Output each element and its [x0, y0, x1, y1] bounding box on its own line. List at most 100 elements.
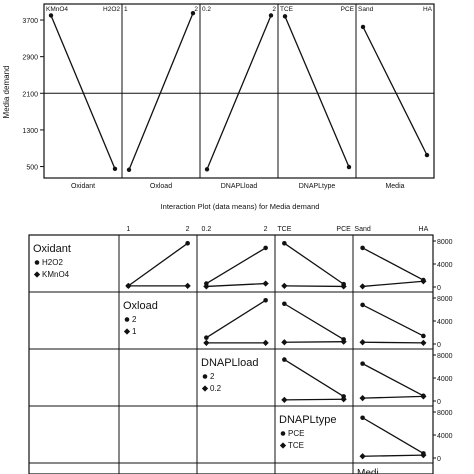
me-line-dnapltype	[284, 16, 350, 168]
interaction-y-ticks: 0 4000 8000 0 4000 8000 0 4000 8000 0 4000 8000	[433, 239, 453, 463]
ip-ytick-label-r2-0: 0	[437, 399, 441, 406]
me-point-media-1	[424, 152, 430, 158]
ip-line-r1-c3-s1	[284, 341, 344, 343]
ip-legend-dnapltype-0: PCE	[288, 429, 304, 438]
me-line-media	[362, 26, 428, 156]
ip-ytick-label-r3-1: 4000	[437, 433, 453, 440]
ip-factor-dnapltype: DNAPLtype	[279, 414, 336, 426]
main-effects-frame	[43, 3, 435, 179]
interaction-title: Interaction Plot (data means) for Media …	[161, 202, 320, 211]
ip-point-r3-c4-s0-0	[360, 415, 365, 421]
me-level-label-media-0: Sand	[358, 6, 374, 13]
main-effects-y-ticks: 500 1300 2100 2900 3700	[22, 18, 44, 172]
ip-line-r1-c2-s0	[206, 299, 266, 339]
ip-point-r1-c4-s0-0	[360, 302, 365, 308]
me-line-oxload	[128, 12, 194, 171]
ip-ytick-label-r3-2: 8000	[437, 410, 453, 417]
me-ytick-label-3: 2900	[22, 55, 38, 62]
ip-legend-oxidant-1: KMnO4	[42, 270, 70, 279]
ip-point-r0-c2-s0-1	[263, 245, 268, 251]
ip-legend-oxload-1: 1	[132, 327, 137, 336]
ip-legend-dnapltype-1: TCE	[288, 441, 304, 450]
me-ytick-label-0: 500	[26, 165, 38, 172]
ip-point-r1-c3-s1-0	[281, 339, 288, 346]
ip-ytick-label-r2-2: 8000	[437, 353, 453, 360]
ip-partial-row-label: Medi	[357, 468, 379, 474]
interaction-cells	[29, 235, 433, 474]
interaction-level-ticks: 1 2 0.2 2 TCE PCE Sand HA	[126, 226, 428, 233]
ip-legend-oxload-0: 2	[132, 315, 137, 324]
ip-line-r0-c3-s0	[283, 242, 345, 285]
interaction-factor-labels: Oxidant H2O2 KMnO4 Oxload 2 1 DNAPLload 2 0.2 DNA…	[33, 243, 379, 474]
me-line-oxidant	[50, 15, 116, 170]
ip-point-r2-c4-s0-0	[360, 361, 365, 366]
ip-line-r2-c4-s0	[362, 363, 424, 397]
me-point-dnapltype-1	[346, 164, 352, 170]
me-factor-label-media: Media	[385, 183, 404, 190]
interaction-plot: Oxidant H2O2 KMnO4 Oxload 2 1 DNAPLload 2 0.2 DNA…	[28, 226, 453, 474]
me-factor-label-oxload: Oxload	[150, 183, 172, 190]
ip-level-tick-dnaplload-1: 2	[264, 226, 268, 233]
ip-point-r2-c3-s1-0	[281, 396, 288, 403]
me-point-oxload-0	[126, 167, 132, 172]
ip-line-r1-c4-s1	[362, 341, 424, 344]
me-level-label-oxidant-0: KMnO4	[46, 6, 68, 13]
ip-point-r0-c1-s1-1	[184, 282, 191, 289]
ip-legend-mark-oxload-1	[123, 328, 131, 335]
me-ytick-label-1: 1300	[22, 128, 38, 135]
ip-level-tick-dnaplload-0: 0.2	[201, 226, 211, 233]
ip-point-r1-c4-s1-1	[420, 339, 427, 346]
me-ytick-label-4: 3700	[22, 18, 38, 25]
ip-legend-mark-dnapltype-0	[280, 431, 286, 436]
ip-ytick-label-r1-0: 0	[437, 342, 441, 349]
ip-legend-dnaplload-1: 0.2	[210, 384, 222, 393]
ip-ytick-label-r0-2: 8000	[437, 239, 453, 246]
ip-legend-oxidant-0: H2O2	[42, 258, 63, 267]
ip-level-tick-oxload-1: 2	[186, 226, 190, 233]
ip-level-tick-dnapltype-0: TCE	[277, 226, 291, 233]
ip-line-r0-c2-s0	[206, 247, 266, 285]
ip-line-r0-c1-s0	[127, 242, 189, 287]
interaction-frame	[28, 234, 434, 474]
ip-point-r3-c4-s1-0	[359, 453, 366, 460]
ip-point-r0-c4-s1-1	[420, 278, 427, 285]
me-level-label-dnaplload-1: 2	[272, 6, 276, 13]
ip-legend-mark-oxidant-0	[34, 260, 40, 265]
ip-point-r0-c3-s0-0	[282, 241, 287, 246]
ip-legend-mark-dnapltype-1	[279, 442, 287, 449]
ip-point-r3-c4-s1-1	[420, 452, 427, 459]
main-effects-panels: KMnO4 H2O2 Oxidant 1 2 Oxload 0.2 2 DNAPLload TCE…	[44, 4, 434, 190]
ip-factor-oxload: Oxload	[123, 300, 158, 312]
ip-point-r2-c3-s0-0	[282, 357, 287, 362]
ip-point-r1-c2-s0-1	[263, 298, 268, 303]
ip-point-r1-c3-s1-1	[340, 338, 347, 345]
ip-line-r0-c2-s1	[206, 282, 266, 288]
ip-legend-dnaplload-0: 2	[210, 372, 215, 381]
ip-ytick-label-r0-1: 4000	[437, 262, 453, 269]
ip-point-r0-c3-s1-1	[340, 283, 347, 290]
ip-ytick-label-r1-2: 8000	[437, 296, 453, 303]
ip-line-r0-c4-s0	[362, 247, 424, 281]
ip-point-r1-c2-s0-0	[204, 335, 209, 340]
ip-point-r1-c4-s0-1	[421, 333, 426, 339]
ip-legend-mark-dnaplload-0	[202, 374, 208, 379]
ip-point-r1-c4-s1-0	[359, 339, 366, 346]
ip-line-r3-c4-s1	[362, 454, 424, 457]
ip-point-r2-c4-s1-0	[359, 395, 366, 402]
ip-point-r0-c2-s1-1	[262, 280, 269, 287]
ip-level-tick-oxload-0: 1	[126, 226, 130, 233]
me-level-label-dnapltype-0: TCE	[280, 6, 294, 13]
me-factor-label-dnaplload: DNAPLload	[221, 183, 258, 190]
ip-ytick-label-r2-1: 4000	[437, 376, 453, 383]
ip-level-tick-media-1: HA	[419, 226, 429, 233]
ip-point-r0-c3-s1-0	[281, 282, 288, 289]
ip-point-r1-c2-s1-0	[203, 339, 210, 346]
ip-line-r3-c4-s0	[362, 417, 424, 454]
me-point-oxidant-0	[48, 13, 54, 18]
ip-ytick-label-r0-0: 0	[437, 285, 441, 292]
me-point-dnapltype-0	[282, 14, 288, 19]
me-level-label-dnaplload-0: 0.2	[202, 6, 211, 13]
me-level-label-oxidant-1: H2O2	[103, 6, 120, 13]
me-point-oxidant-1	[112, 166, 118, 172]
